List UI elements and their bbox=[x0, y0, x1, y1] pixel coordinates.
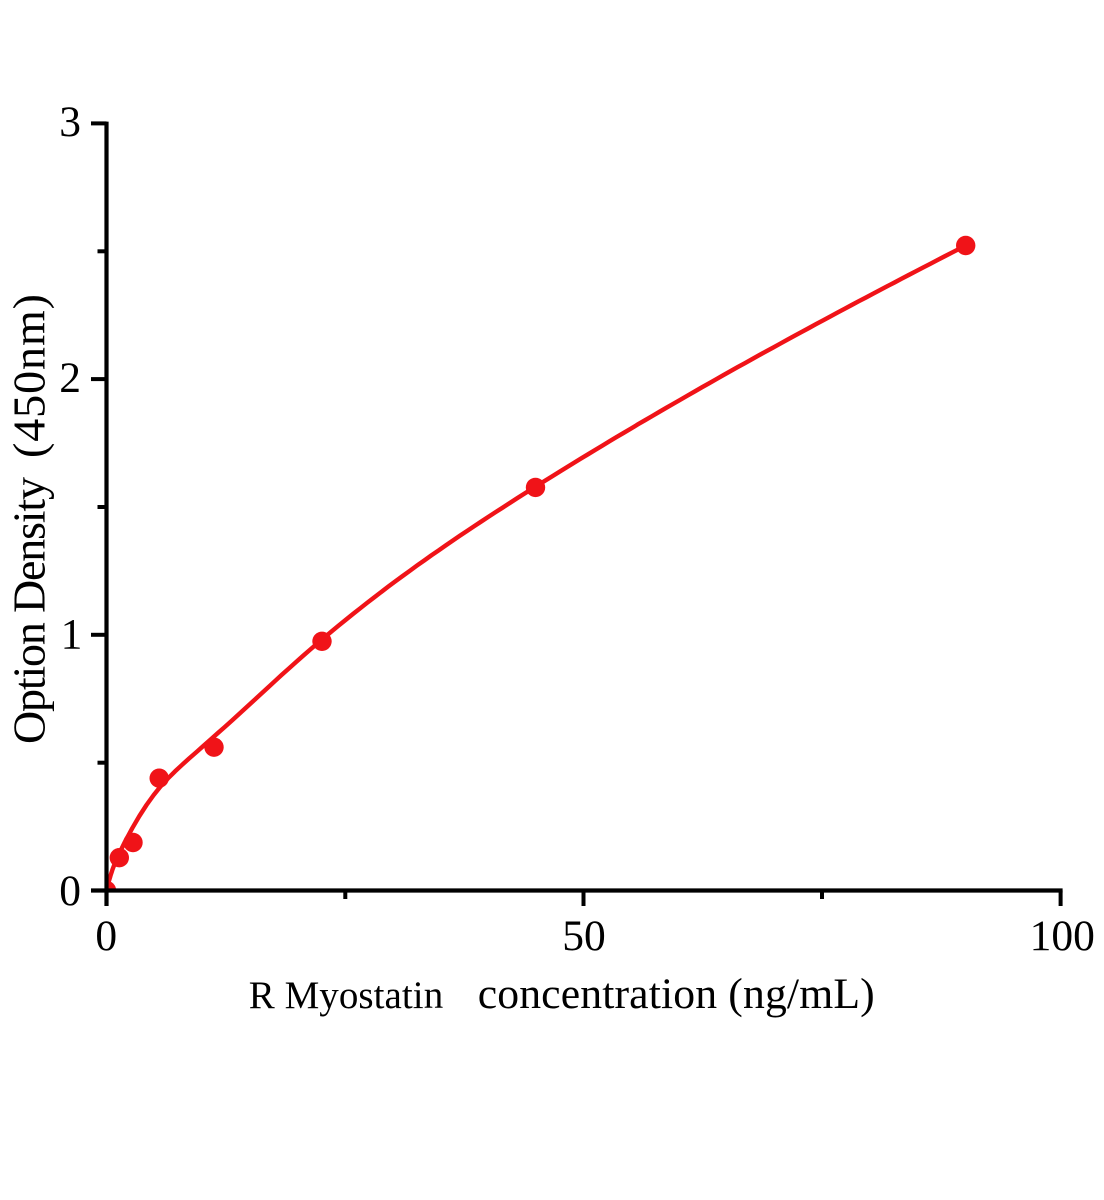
svg-text:0: 0 bbox=[59, 867, 81, 915]
svg-text:1: 1 bbox=[61, 611, 83, 659]
svg-text:100: 100 bbox=[1030, 912, 1095, 960]
svg-text:R Myostatin: R Myostatin bbox=[249, 974, 444, 1017]
svg-text:50: 50 bbox=[562, 912, 606, 960]
svg-text:0: 0 bbox=[95, 912, 117, 960]
svg-text:3: 3 bbox=[59, 98, 81, 146]
svg-text:(450nm): (450nm) bbox=[4, 294, 55, 458]
svg-text:2: 2 bbox=[59, 354, 81, 402]
svg-text:Option Density: Option Density bbox=[4, 477, 55, 744]
svg-text:concentration (ng/mL): concentration (ng/mL) bbox=[478, 970, 875, 1018]
